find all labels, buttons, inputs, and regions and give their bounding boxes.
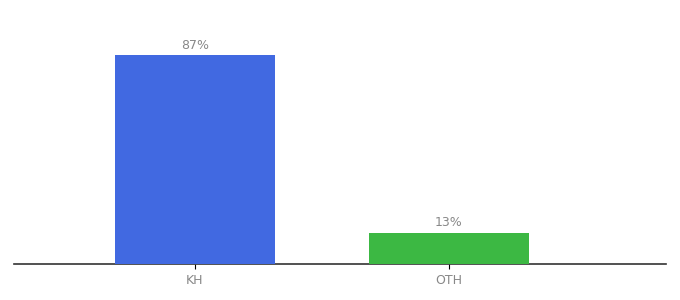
Text: 13%: 13% [435,216,462,229]
Text: 87%: 87% [181,39,209,52]
Bar [115,55,275,264]
Bar [369,233,528,264]
